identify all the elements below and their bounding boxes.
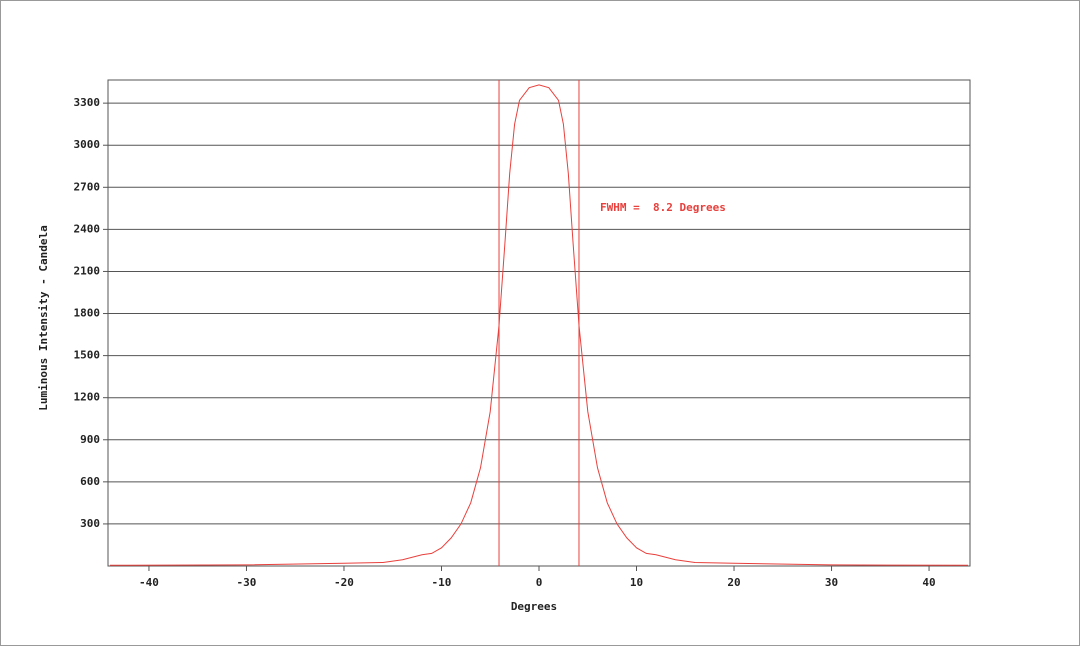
y-tick-label: 2700 xyxy=(74,180,101,193)
x-tick-label: 10 xyxy=(630,576,643,589)
y-axis-label: Luminous Intensity - Candela xyxy=(37,225,50,410)
y-tick-label: 2400 xyxy=(74,222,101,235)
y-tick-label: 2100 xyxy=(74,264,101,277)
y-tick-label: 1800 xyxy=(74,307,101,320)
x-tick-label: -30 xyxy=(237,576,257,589)
plot-border xyxy=(107,79,971,567)
x-tick-label: 20 xyxy=(727,576,740,589)
y-tick-label: 1200 xyxy=(74,391,101,404)
y-tick-label: 300 xyxy=(80,517,100,530)
x-tick-label: 40 xyxy=(922,576,935,589)
y-tick-label: 900 xyxy=(80,433,100,446)
x-tick-label: 30 xyxy=(825,576,838,589)
annotation: FWHM = 8.2 Degrees xyxy=(600,201,726,214)
curve xyxy=(109,84,969,566)
x-tick-label: 0 xyxy=(536,576,543,589)
x-tick-label: -20 xyxy=(334,576,354,589)
y-tick-label: 600 xyxy=(80,475,100,488)
y-tick-label: 3300 xyxy=(74,96,101,109)
x-tick-label: -10 xyxy=(432,576,452,589)
y-tick-label: 1500 xyxy=(74,349,101,362)
x-tick-label: -40 xyxy=(139,576,159,589)
y-tick-label: 3000 xyxy=(74,138,101,151)
x-axis-label: Degrees xyxy=(511,600,557,613)
